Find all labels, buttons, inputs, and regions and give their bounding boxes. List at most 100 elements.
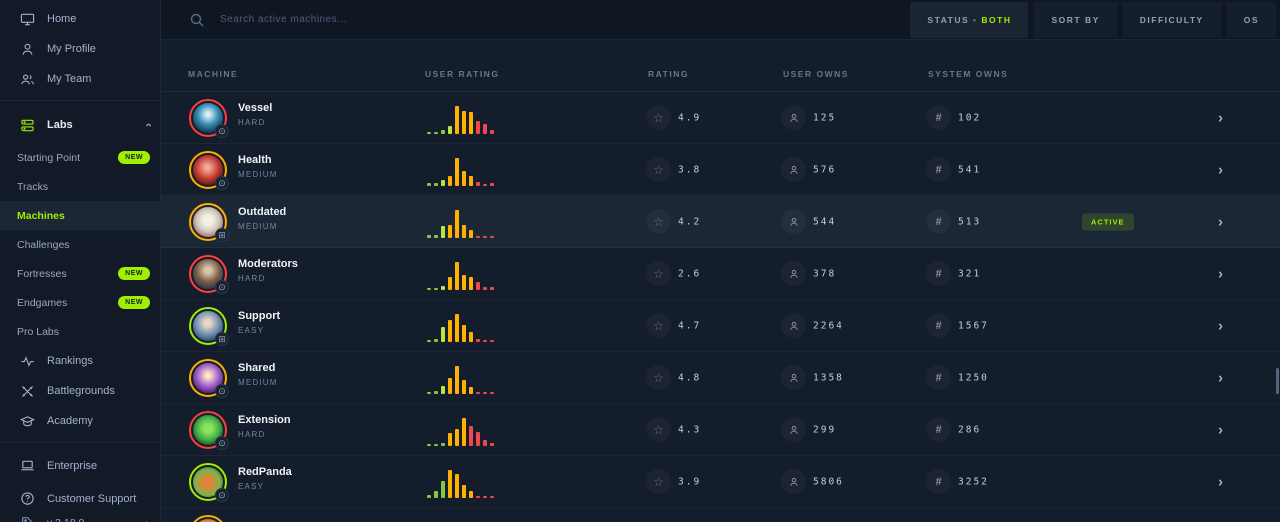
user-rating-histogram — [427, 314, 497, 342]
star-icon: ☆ — [646, 313, 671, 338]
col-user-rating: USER RATING — [425, 68, 500, 79]
table-row[interactable]: ⊞ Support EASY ☆ 4.7 2264 # 1567 › — [161, 300, 1280, 352]
chevron-up-icon: › — [141, 123, 155, 127]
user-rating-histogram — [427, 262, 497, 290]
user-icon — [781, 157, 806, 182]
machine-list: ⊙ Vessel HARD ☆ 4.9 125 # 102 › ⊙ — [161, 92, 1280, 522]
machine-name: Moderators — [238, 258, 298, 270]
rating-value: 4.8 — [678, 372, 702, 383]
sidebar-item-my-profile[interactable]: My Profile — [0, 34, 160, 64]
table-row[interactable]: ⊙ Vessel HARD ☆ 4.9 125 # 102 › — [161, 92, 1280, 144]
scrollbar-thumb[interactable] — [1276, 368, 1279, 394]
table-row[interactable]: ⊙ Health MEDIUM ☆ 3.8 576 # 541 › — [161, 144, 1280, 196]
sidebar-item-enterprise[interactable]: Enterprise — [0, 449, 160, 482]
table-row-partial[interactable] — [161, 508, 1280, 522]
user-icon — [781, 365, 806, 390]
chevron-right-icon[interactable]: › — [1218, 265, 1223, 282]
star-icon: ☆ — [646, 209, 671, 234]
difficulty-filter-button[interactable]: DIFFICULTY — [1122, 1, 1221, 38]
col-rating: RATING — [648, 68, 689, 79]
version-toggle[interactable]: v 3.18.0 › — [0, 515, 160, 522]
table-row[interactable]: ⊙ Moderators HARD ☆ 2.6 378 # 321 › — [161, 248, 1280, 300]
user-rating-histogram — [427, 470, 497, 498]
user-owns-value: 125 — [813, 112, 837, 123]
sort-by-button[interactable]: SORT BY — [1034, 1, 1117, 38]
windows-icon: ⊞ — [215, 332, 229, 346]
search-input[interactable] — [220, 14, 520, 25]
sidebar-item-label: My Team — [47, 73, 92, 85]
hash-icon: # — [926, 157, 951, 182]
sidebar-item-battlegrounds[interactable]: Battlegrounds — [0, 376, 160, 406]
user-rating-histogram — [427, 158, 497, 186]
difficulty-label: EASY — [238, 326, 265, 335]
table-row[interactable]: ⊙ RedPanda EASY ☆ 3.9 5806 # 3252 › — [161, 456, 1280, 508]
col-system-owns: SYSTEM OWNS — [928, 68, 1009, 79]
sidebar-item-starting-point[interactable]: Starting Point NEW — [0, 143, 160, 172]
rating-value: 4.3 — [678, 424, 702, 435]
sidebar-item-academy[interactable]: Academy — [0, 406, 160, 436]
sidebar-item-labs[interactable]: Labs › — [0, 107, 160, 143]
academy-icon — [20, 414, 35, 429]
machine-avatar-vessel: ⊙ — [189, 99, 229, 138]
labs-icon — [20, 118, 35, 133]
rating-value: 3.9 — [678, 476, 702, 487]
sidebar-item-challenges[interactable]: Challenges — [17, 238, 70, 251]
user-icon — [781, 313, 806, 338]
user-icon — [781, 261, 806, 286]
machine-name: Shared — [238, 362, 276, 374]
star-icon: ☆ — [646, 261, 671, 286]
sidebar-divider — [0, 100, 160, 101]
activity-icon — [20, 354, 35, 369]
users-icon — [20, 72, 35, 87]
chevron-right-icon[interactable]: › — [1218, 213, 1223, 230]
machine-name: RedPanda — [238, 466, 292, 478]
col-user-owns: USER OWNS — [783, 68, 849, 79]
machine-avatar-support: ⊞ — [189, 307, 229, 346]
hash-icon: # — [926, 105, 951, 130]
sidebar-item-endgames[interactable]: Endgames NEW — [0, 288, 160, 317]
gauge-icon: ⊙ — [215, 384, 229, 398]
table-row[interactable]: ⊙ Extension HARD ☆ 4.3 299 # 286 › — [161, 404, 1280, 456]
sidebar-item-pro-labs[interactable]: Pro Labs — [17, 325, 60, 338]
user-owns-value: 1358 — [813, 372, 844, 383]
table-row[interactable]: ⊞ Outdated MEDIUM ☆ 4.2 544 # 513 ACTIVE… — [161, 196, 1280, 248]
sidebar-item-tracks[interactable]: Tracks — [17, 180, 49, 193]
user-owns-value: 2264 — [813, 320, 844, 331]
rating-value: 4.2 — [678, 216, 702, 227]
status-filter-button[interactable]: STATUS • BOTH — [910, 1, 1029, 38]
user-owns-value: 378 — [813, 268, 837, 279]
system-owns-value: 286 — [958, 424, 982, 435]
rating-value: 2.6 — [678, 268, 702, 279]
user-rating-histogram — [427, 210, 497, 238]
gauge-icon: ⊙ — [215, 436, 229, 450]
user-rating-histogram — [427, 366, 497, 394]
sidebar-item-rankings[interactable]: Rankings — [0, 346, 160, 376]
chevron-right-icon[interactable]: › — [1218, 369, 1223, 386]
chevron-right-icon[interactable]: › — [1218, 317, 1223, 334]
star-icon: ☆ — [646, 157, 671, 182]
hash-icon: # — [926, 209, 951, 234]
chevron-right-icon[interactable]: › — [1218, 473, 1223, 490]
gauge-icon: ⊙ — [215, 280, 229, 294]
difficulty-label: HARD — [238, 118, 266, 127]
user-icon — [781, 469, 806, 494]
sidebar-item-customer-support[interactable]: Customer Support — [0, 482, 160, 515]
sidebar-item-label: My Profile — [47, 43, 96, 55]
sidebar-item-machines[interactable]: Machines — [0, 201, 160, 230]
hash-icon: # — [926, 417, 951, 442]
user-rating-histogram — [427, 106, 497, 134]
gauge-icon: ⊙ — [215, 176, 229, 190]
difficulty-label: MEDIUM — [238, 170, 278, 179]
sidebar-item-my-team[interactable]: My Team — [0, 64, 160, 94]
chevron-right-icon[interactable]: › — [1218, 109, 1223, 126]
chevron-right-icon[interactable]: › — [1218, 421, 1223, 438]
monitor-icon — [20, 12, 35, 27]
machine-avatar-redpanda: ⊙ — [189, 463, 229, 502]
windows-icon: ⊞ — [215, 228, 229, 242]
chevron-right-icon[interactable]: › — [1218, 161, 1223, 178]
sidebar-item-fortresses[interactable]: Fortresses NEW — [0, 259, 160, 288]
sidebar-item-home[interactable]: Home — [0, 4, 160, 34]
user-rating-histogram — [427, 418, 497, 446]
os-filter-button[interactable]: OS — [1226, 1, 1276, 38]
table-row[interactable]: ⊙ Shared MEDIUM ☆ 4.8 1358 # 1250 › — [161, 352, 1280, 404]
